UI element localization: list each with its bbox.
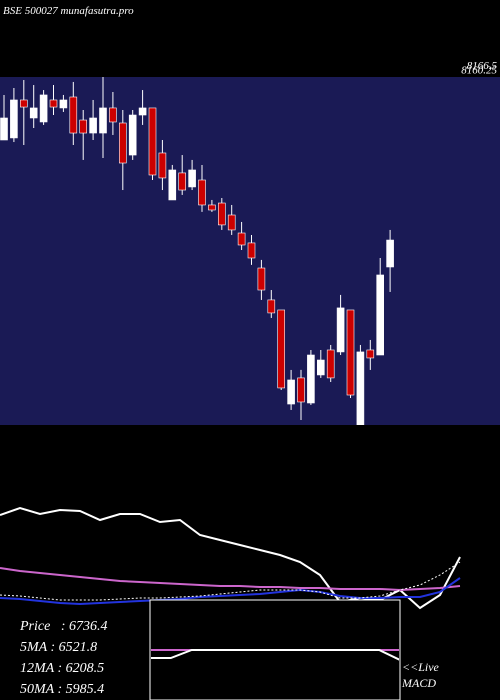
candle-body <box>119 122 127 164</box>
stat-text: 50MA : 5985.4 <box>20 682 104 697</box>
candle-body <box>336 307 345 353</box>
y-tick-label: 8160.25 <box>461 65 497 77</box>
candle-body <box>178 172 186 191</box>
candle-body <box>297 377 305 403</box>
candle-body <box>39 94 48 123</box>
candle-body <box>346 309 355 396</box>
candle-body <box>227 214 236 231</box>
candle-body <box>277 309 286 389</box>
candle-body <box>287 379 295 405</box>
candle-body <box>307 354 315 404</box>
stat-text: 5MA : 6521.8 <box>20 640 97 655</box>
stat-text: Price : 6736.4 <box>19 619 107 634</box>
candle-body <box>237 232 246 246</box>
stat-text: 12MA : 6208.5 <box>20 661 104 676</box>
candle-body <box>188 169 196 188</box>
candle-body <box>109 107 117 123</box>
candle-body <box>10 99 18 139</box>
candle-body <box>218 202 226 226</box>
macd-lines <box>151 649 399 661</box>
candle-body <box>316 359 325 376</box>
candle-body <box>168 169 177 201</box>
candle-body <box>267 299 276 314</box>
candle-body <box>257 267 266 291</box>
candle-body <box>89 117 97 134</box>
annotation: MACD <box>401 676 436 690</box>
candle-body <box>208 204 216 211</box>
candle-body <box>128 114 137 156</box>
candle-body <box>366 349 375 359</box>
candle-body <box>69 96 78 134</box>
candle-body <box>356 351 365 425</box>
indicator-line <box>0 577 461 606</box>
candle-body <box>49 99 58 108</box>
candle-body <box>247 242 256 259</box>
candle-body <box>79 119 87 134</box>
candle-body <box>29 107 38 119</box>
candle-body <box>138 107 147 116</box>
chart-title: BSE 500027 munafasutra.pro <box>3 5 134 17</box>
macd-line <box>151 649 399 661</box>
candle-body <box>326 349 335 379</box>
candle-body <box>148 107 157 176</box>
indicator-line <box>0 561 461 601</box>
candle-body <box>386 239 394 268</box>
candles <box>0 77 394 425</box>
candle-body <box>99 107 107 134</box>
candle-body <box>376 274 385 356</box>
candle-body <box>59 99 68 109</box>
annotation: <<Live <box>402 660 440 674</box>
candle-body <box>19 99 28 108</box>
indicator-line <box>0 567 461 592</box>
candle-body <box>198 179 206 206</box>
y-tick-label: 8166.5 <box>467 60 498 72</box>
candle-body <box>0 117 8 141</box>
candle-body <box>158 152 167 179</box>
